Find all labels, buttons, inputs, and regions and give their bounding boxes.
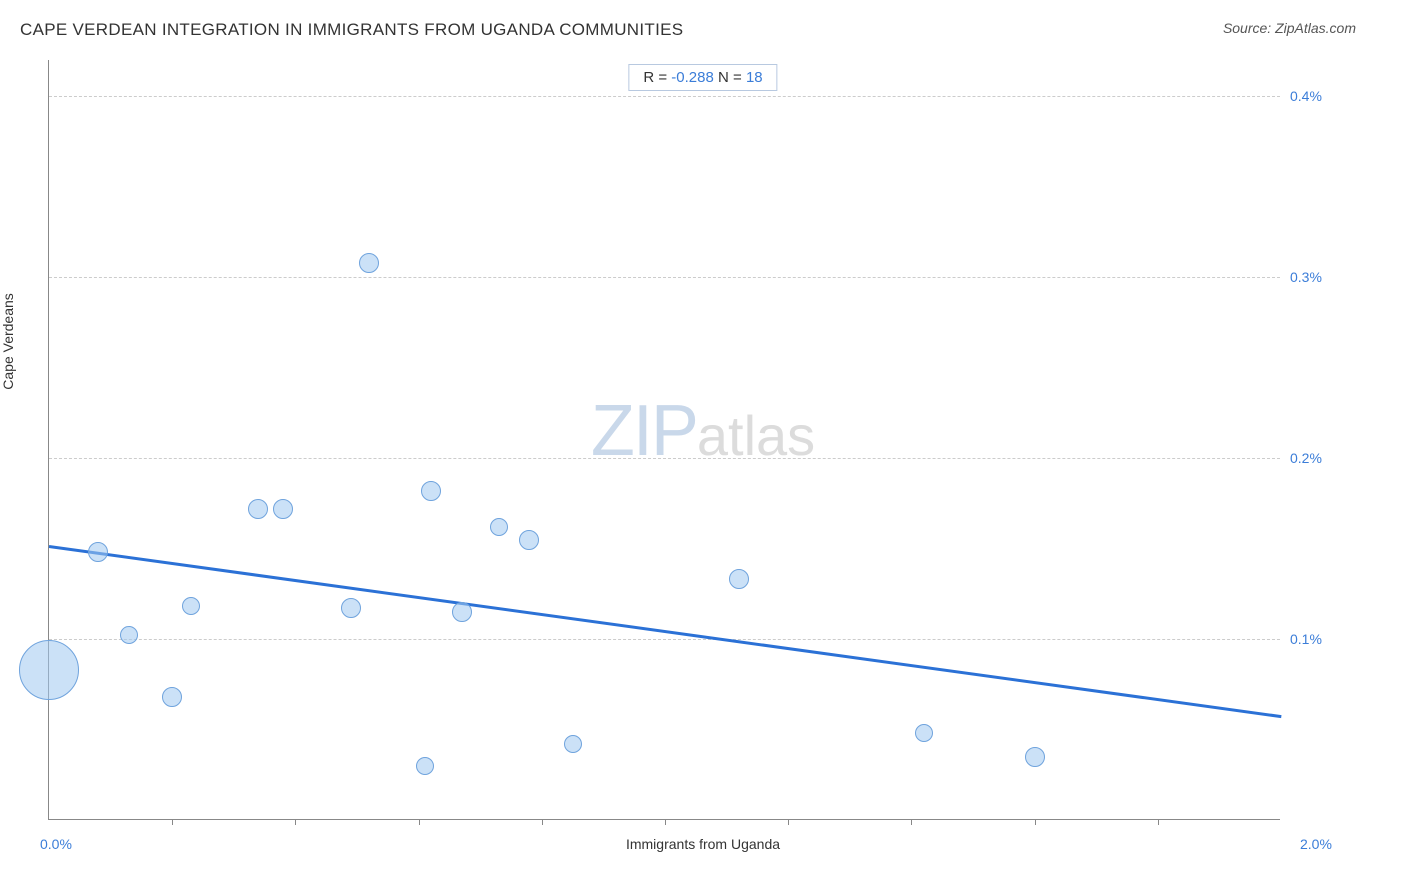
gridline-horizontal (49, 277, 1280, 278)
data-point (564, 735, 582, 753)
regression-line (49, 545, 1281, 718)
data-point (359, 253, 379, 273)
y-tick-label: 0.2% (1290, 450, 1322, 466)
gridline-horizontal (49, 639, 1280, 640)
x-axis-max-label: 2.0% (1300, 836, 1332, 852)
n-label: N = (714, 69, 746, 86)
gridline-horizontal (49, 96, 1280, 97)
x-tick (419, 819, 420, 825)
x-tick (1158, 819, 1159, 825)
source-label: Source: ZipAtlas.com (1223, 20, 1356, 36)
data-point (120, 626, 138, 644)
gridline-horizontal (49, 458, 1280, 459)
data-point (490, 518, 508, 536)
data-point (452, 602, 472, 622)
y-tick-label: 0.4% (1290, 88, 1322, 104)
stats-box: R = -0.288 N = 18 (628, 64, 777, 91)
data-point (416, 757, 434, 775)
data-point (421, 481, 441, 501)
data-point (1025, 747, 1045, 767)
r-value: -0.288 (671, 69, 714, 86)
r-label: R = (643, 69, 671, 86)
x-tick (1035, 819, 1036, 825)
data-point (248, 499, 268, 519)
data-point (182, 597, 200, 615)
x-tick (172, 819, 173, 825)
plot-area (48, 60, 1280, 820)
x-tick (542, 819, 543, 825)
x-tick (295, 819, 296, 825)
x-axis-min-label: 0.0% (40, 836, 72, 852)
data-point (19, 640, 79, 700)
n-value: 18 (746, 69, 763, 86)
chart-title: CAPE VERDEAN INTEGRATION IN IMMIGRANTS F… (20, 20, 1386, 40)
x-tick (911, 819, 912, 825)
data-point (341, 598, 361, 618)
y-tick-label: 0.3% (1290, 269, 1322, 285)
data-point (273, 499, 293, 519)
y-tick-label: 0.1% (1290, 631, 1322, 647)
data-point (519, 530, 539, 550)
x-tick (665, 819, 666, 825)
data-point (162, 687, 182, 707)
data-point (88, 542, 108, 562)
y-axis-label: Cape Verdeans (0, 293, 16, 390)
x-tick (788, 819, 789, 825)
x-axis-label: Immigrants from Uganda (626, 836, 780, 852)
data-point (729, 569, 749, 589)
data-point (915, 724, 933, 742)
